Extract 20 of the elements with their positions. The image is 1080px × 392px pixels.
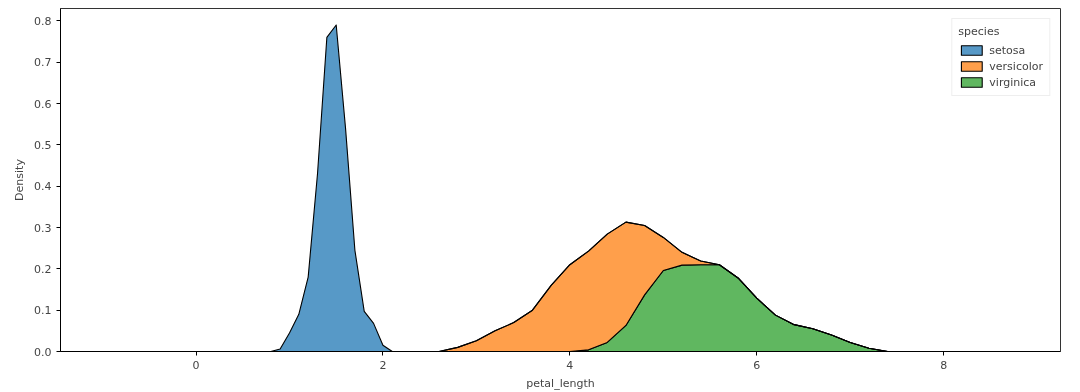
x-tick-label: 4	[566, 358, 574, 372]
legend-label: virginica	[989, 75, 1037, 89]
x-axis-title: petal_length	[526, 376, 595, 390]
y-tick-label: 0.7	[34, 56, 52, 70]
y-tick-label: 0.0	[34, 345, 52, 359]
y-axis-title: Density	[13, 158, 27, 201]
y-tick-label: 0.6	[34, 97, 52, 111]
x-tick-label: 2	[379, 358, 387, 372]
x-tick-label: 6	[753, 358, 761, 372]
y-tick-label: 0.8	[34, 14, 52, 28]
legend-title: species	[958, 25, 1001, 38]
y-tick-label: 0.5	[34, 138, 52, 152]
y-tick-label: 0.1	[34, 304, 52, 318]
y-tick-label: 0.4	[34, 180, 52, 194]
y-tick-label: 0.2	[34, 262, 52, 276]
x-tick-label: 8	[940, 358, 948, 372]
legend-label: setosa	[989, 43, 1026, 57]
x-tick-label: 0	[192, 358, 200, 372]
legend-label: versicolor	[989, 59, 1043, 73]
y-tick-label: 0.3	[34, 221, 52, 235]
